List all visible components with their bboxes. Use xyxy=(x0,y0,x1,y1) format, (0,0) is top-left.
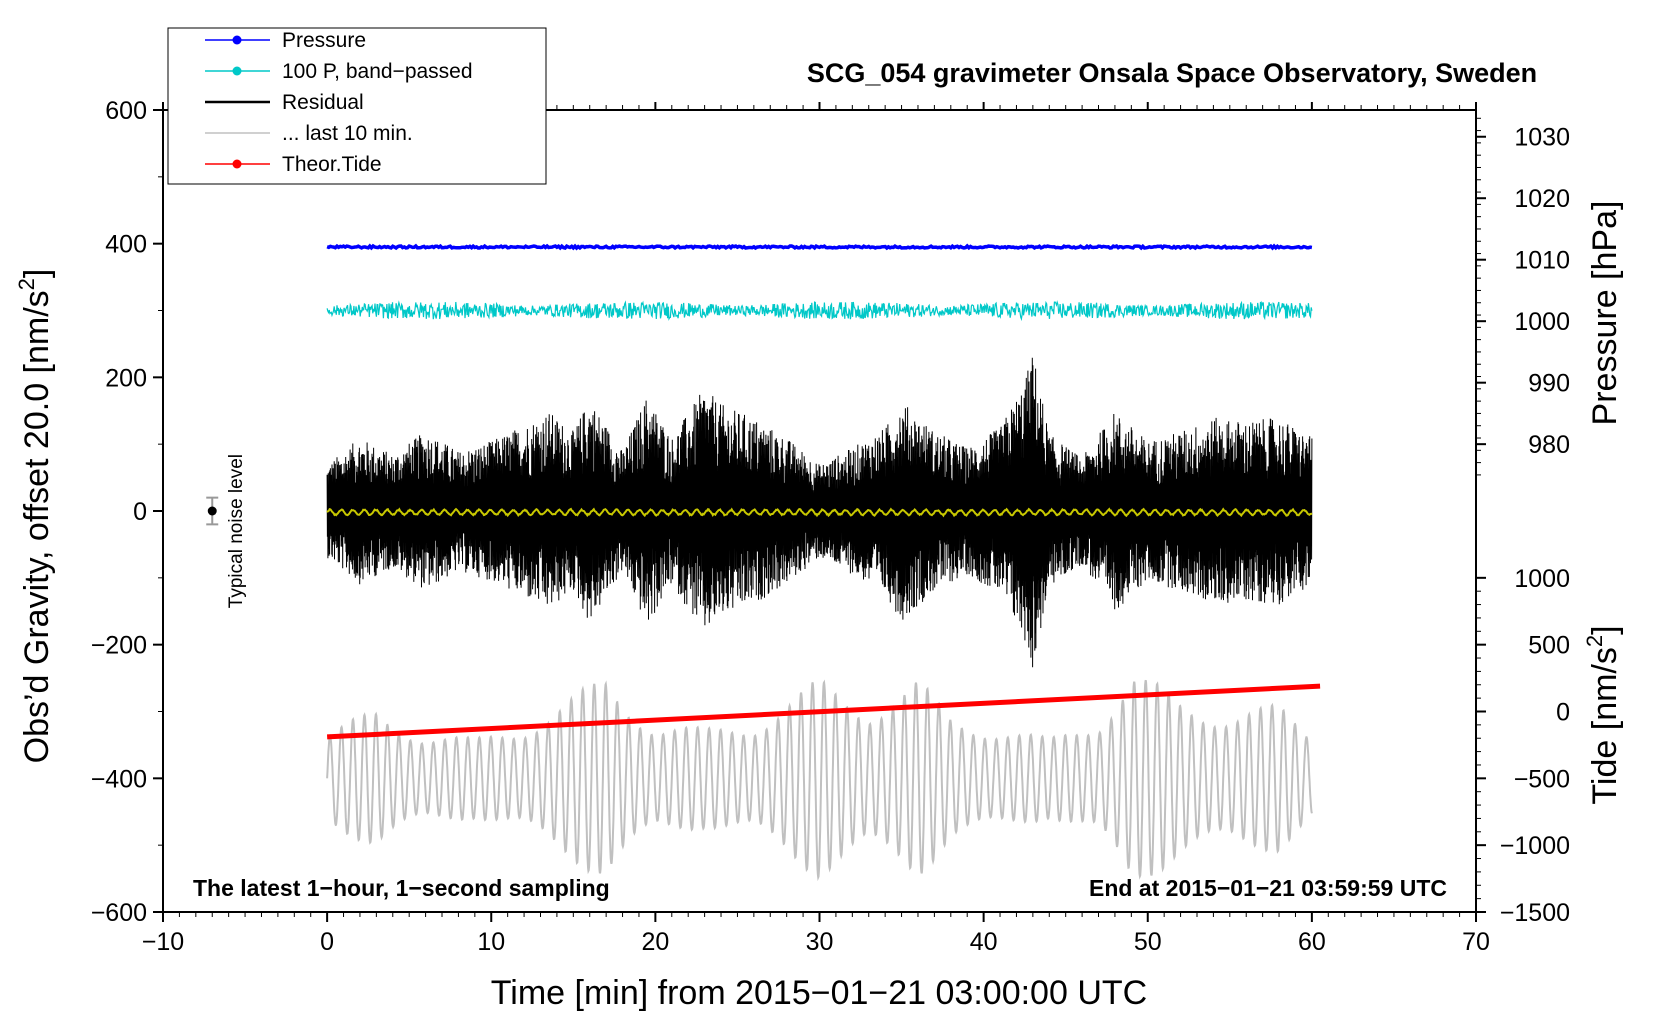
legend-label: 100 P, band−passed xyxy=(282,60,473,83)
legend-box xyxy=(167,27,547,185)
tide-tick-label: −1000 xyxy=(1500,832,1570,860)
tide-axis-title: Tide [nm/s2] xyxy=(1582,625,1624,804)
pressure-tick-label: 1000 xyxy=(1514,308,1570,336)
legend-marker xyxy=(232,159,242,169)
y-tick-label: 0 xyxy=(133,498,147,526)
y-axis-title: Obs’d Gravity, offset 20.0 [nm/s2] xyxy=(14,269,56,764)
y-axis-title-superscript: 2 xyxy=(14,278,39,290)
legend-marker xyxy=(232,66,242,76)
x-tick-label: 50 xyxy=(1134,928,1162,956)
tide-tick-label: −500 xyxy=(1514,765,1570,793)
series-layer xyxy=(206,243,1321,882)
y-tick-label: 400 xyxy=(105,231,147,259)
series-theoretical-tide xyxy=(326,683,1321,740)
tide-tick-label: 0 xyxy=(1556,699,1570,727)
x-tick-label: 10 xyxy=(477,928,505,956)
series-pressure xyxy=(326,243,1313,251)
noise-label: Typical noise level xyxy=(226,454,247,608)
x-tick-label: 40 xyxy=(970,928,998,956)
series-residual-smoothed xyxy=(326,507,1313,518)
y-tick-label: 600 xyxy=(105,97,147,125)
x-tick-label: 20 xyxy=(641,928,669,956)
legend-marker xyxy=(232,35,242,45)
series-last-10-min xyxy=(326,679,1313,882)
annotation-sampling: The latest 1−hour, 1−second sampling xyxy=(193,875,610,901)
legend-label: ... last 10 min. xyxy=(282,122,413,145)
tide-tick-label: 500 xyxy=(1528,632,1570,660)
legend-label: Pressure xyxy=(282,29,366,52)
y-tick-label: 200 xyxy=(105,364,147,392)
pressure-tick-label: 1010 xyxy=(1514,247,1570,275)
pressure-tick-label: 990 xyxy=(1528,370,1570,398)
chart-title: SCG_054 gravimeter Onsala Space Observat… xyxy=(807,58,1537,88)
y-tick-label: −200 xyxy=(91,632,147,660)
x-axis-title: Time [min] from 2015−01−21 03:00:00 UTC xyxy=(491,974,1147,1012)
pressure-axis-title: Pressure [hPa] xyxy=(1586,201,1624,426)
x-tick-label: 60 xyxy=(1298,928,1326,956)
legend-label: Residual xyxy=(282,91,364,114)
axis-ticks xyxy=(153,102,1486,922)
annotation-end-time: End at 2015−01−21 03:59:59 UTC xyxy=(1089,875,1447,901)
labels-layer: −10 0 10 20 30 40 50 60 70−600−400−2000200400600… xyxy=(91,97,1570,956)
legend-label: Theor.Tide xyxy=(282,153,382,176)
x-tick-label: 70 xyxy=(1462,928,1490,956)
noise-marker xyxy=(207,506,217,516)
tide-axis-title-superscript: 2 xyxy=(1582,635,1607,647)
tide-tick-label: 1000 xyxy=(1514,565,1570,593)
x-tick-label: −10 xyxy=(142,928,184,956)
pressure-tick-label: 1020 xyxy=(1514,185,1570,213)
tide-tick-label: −1500 xyxy=(1500,899,1570,927)
series-residual xyxy=(326,357,1313,668)
series-band-passed-pressure xyxy=(326,300,1313,322)
x-tick-label: 0 xyxy=(320,928,334,956)
x-tick-label: 30 xyxy=(806,928,834,956)
y-tick-label: −600 xyxy=(91,899,147,927)
pressure-tick-label: 980 xyxy=(1528,431,1570,459)
legend: Pressure 100 P, band−passed Residual ... la… xyxy=(167,27,547,185)
pressure-tick-label: 1030 xyxy=(1514,124,1570,152)
y-tick-label: −400 xyxy=(91,765,147,793)
